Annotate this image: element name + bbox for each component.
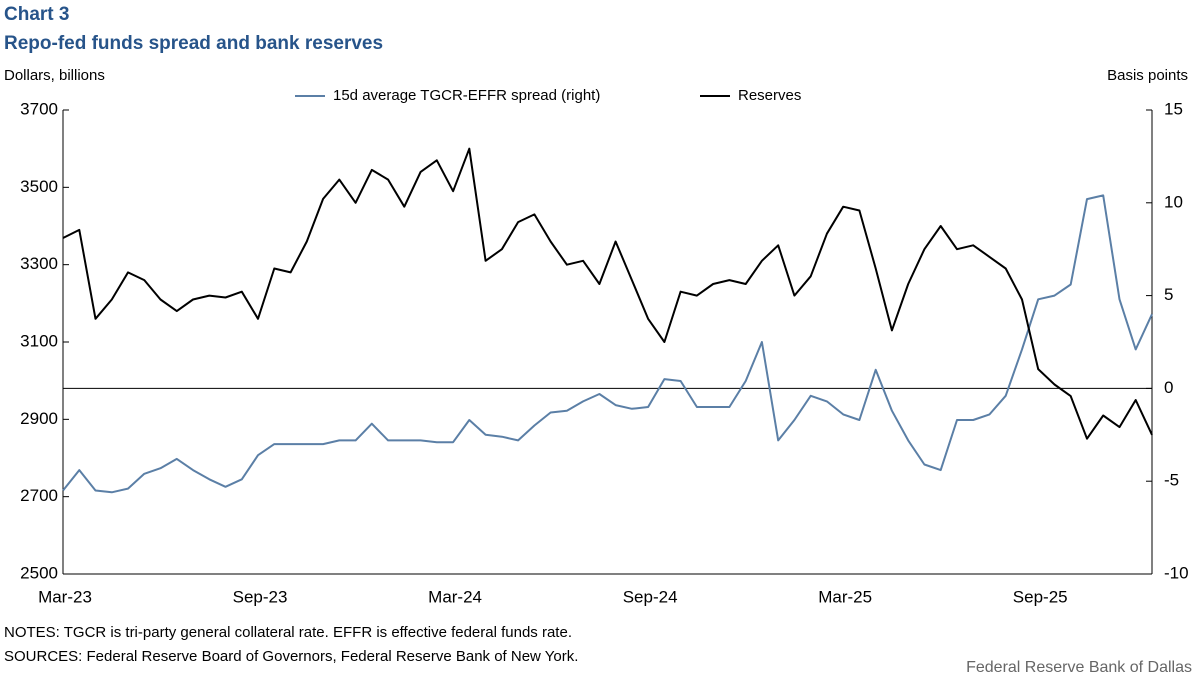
x-tick-label: Mar-23 [38, 587, 92, 606]
legend-label: Reserves [738, 87, 801, 104]
credit: Federal Reserve Bank of Dallas [966, 659, 1192, 676]
series-line [62, 194, 1153, 494]
x-tick-label: Sep-24 [623, 587, 678, 606]
y2-tick-label: -10 [1164, 563, 1189, 582]
y-tick-label: 2700 [20, 486, 58, 505]
notes: NOTES: TGCR is tri-party general collate… [4, 624, 572, 641]
y2-tick-label: 15 [1164, 99, 1183, 118]
series-line [62, 147, 1153, 440]
chart-subtitle: Repo-fed funds spread and bank reserves [4, 33, 383, 54]
y-tick-label: 3500 [20, 177, 58, 196]
y-tick-label: 3100 [20, 331, 58, 350]
x-tick-label: Mar-24 [428, 587, 482, 606]
y2-tick-label: 5 [1164, 285, 1173, 304]
y-tick-label: 3700 [20, 99, 58, 118]
sources: SOURCES: Federal Reserve Board of Govern… [4, 648, 578, 665]
x-tick-label: Mar-25 [818, 587, 872, 606]
chart-title: Chart 3 [4, 4, 69, 25]
x-tick-label: Sep-23 [233, 587, 288, 606]
y2-axis-label: Basis points [1107, 67, 1188, 84]
y-axis-label: Dollars, billions [4, 67, 105, 84]
legend-label: 15d average TGCR-EFFR spread (right) [333, 87, 600, 104]
y2-tick-label: -5 [1164, 471, 1179, 490]
y2-tick-label: 10 [1164, 192, 1183, 211]
y2-tick-label: 0 [1164, 378, 1173, 397]
y-tick-label: 2500 [20, 563, 58, 582]
y-tick-label: 3300 [20, 254, 58, 273]
y-tick-label: 2900 [20, 409, 58, 428]
x-tick-label: Sep-25 [1013, 587, 1068, 606]
